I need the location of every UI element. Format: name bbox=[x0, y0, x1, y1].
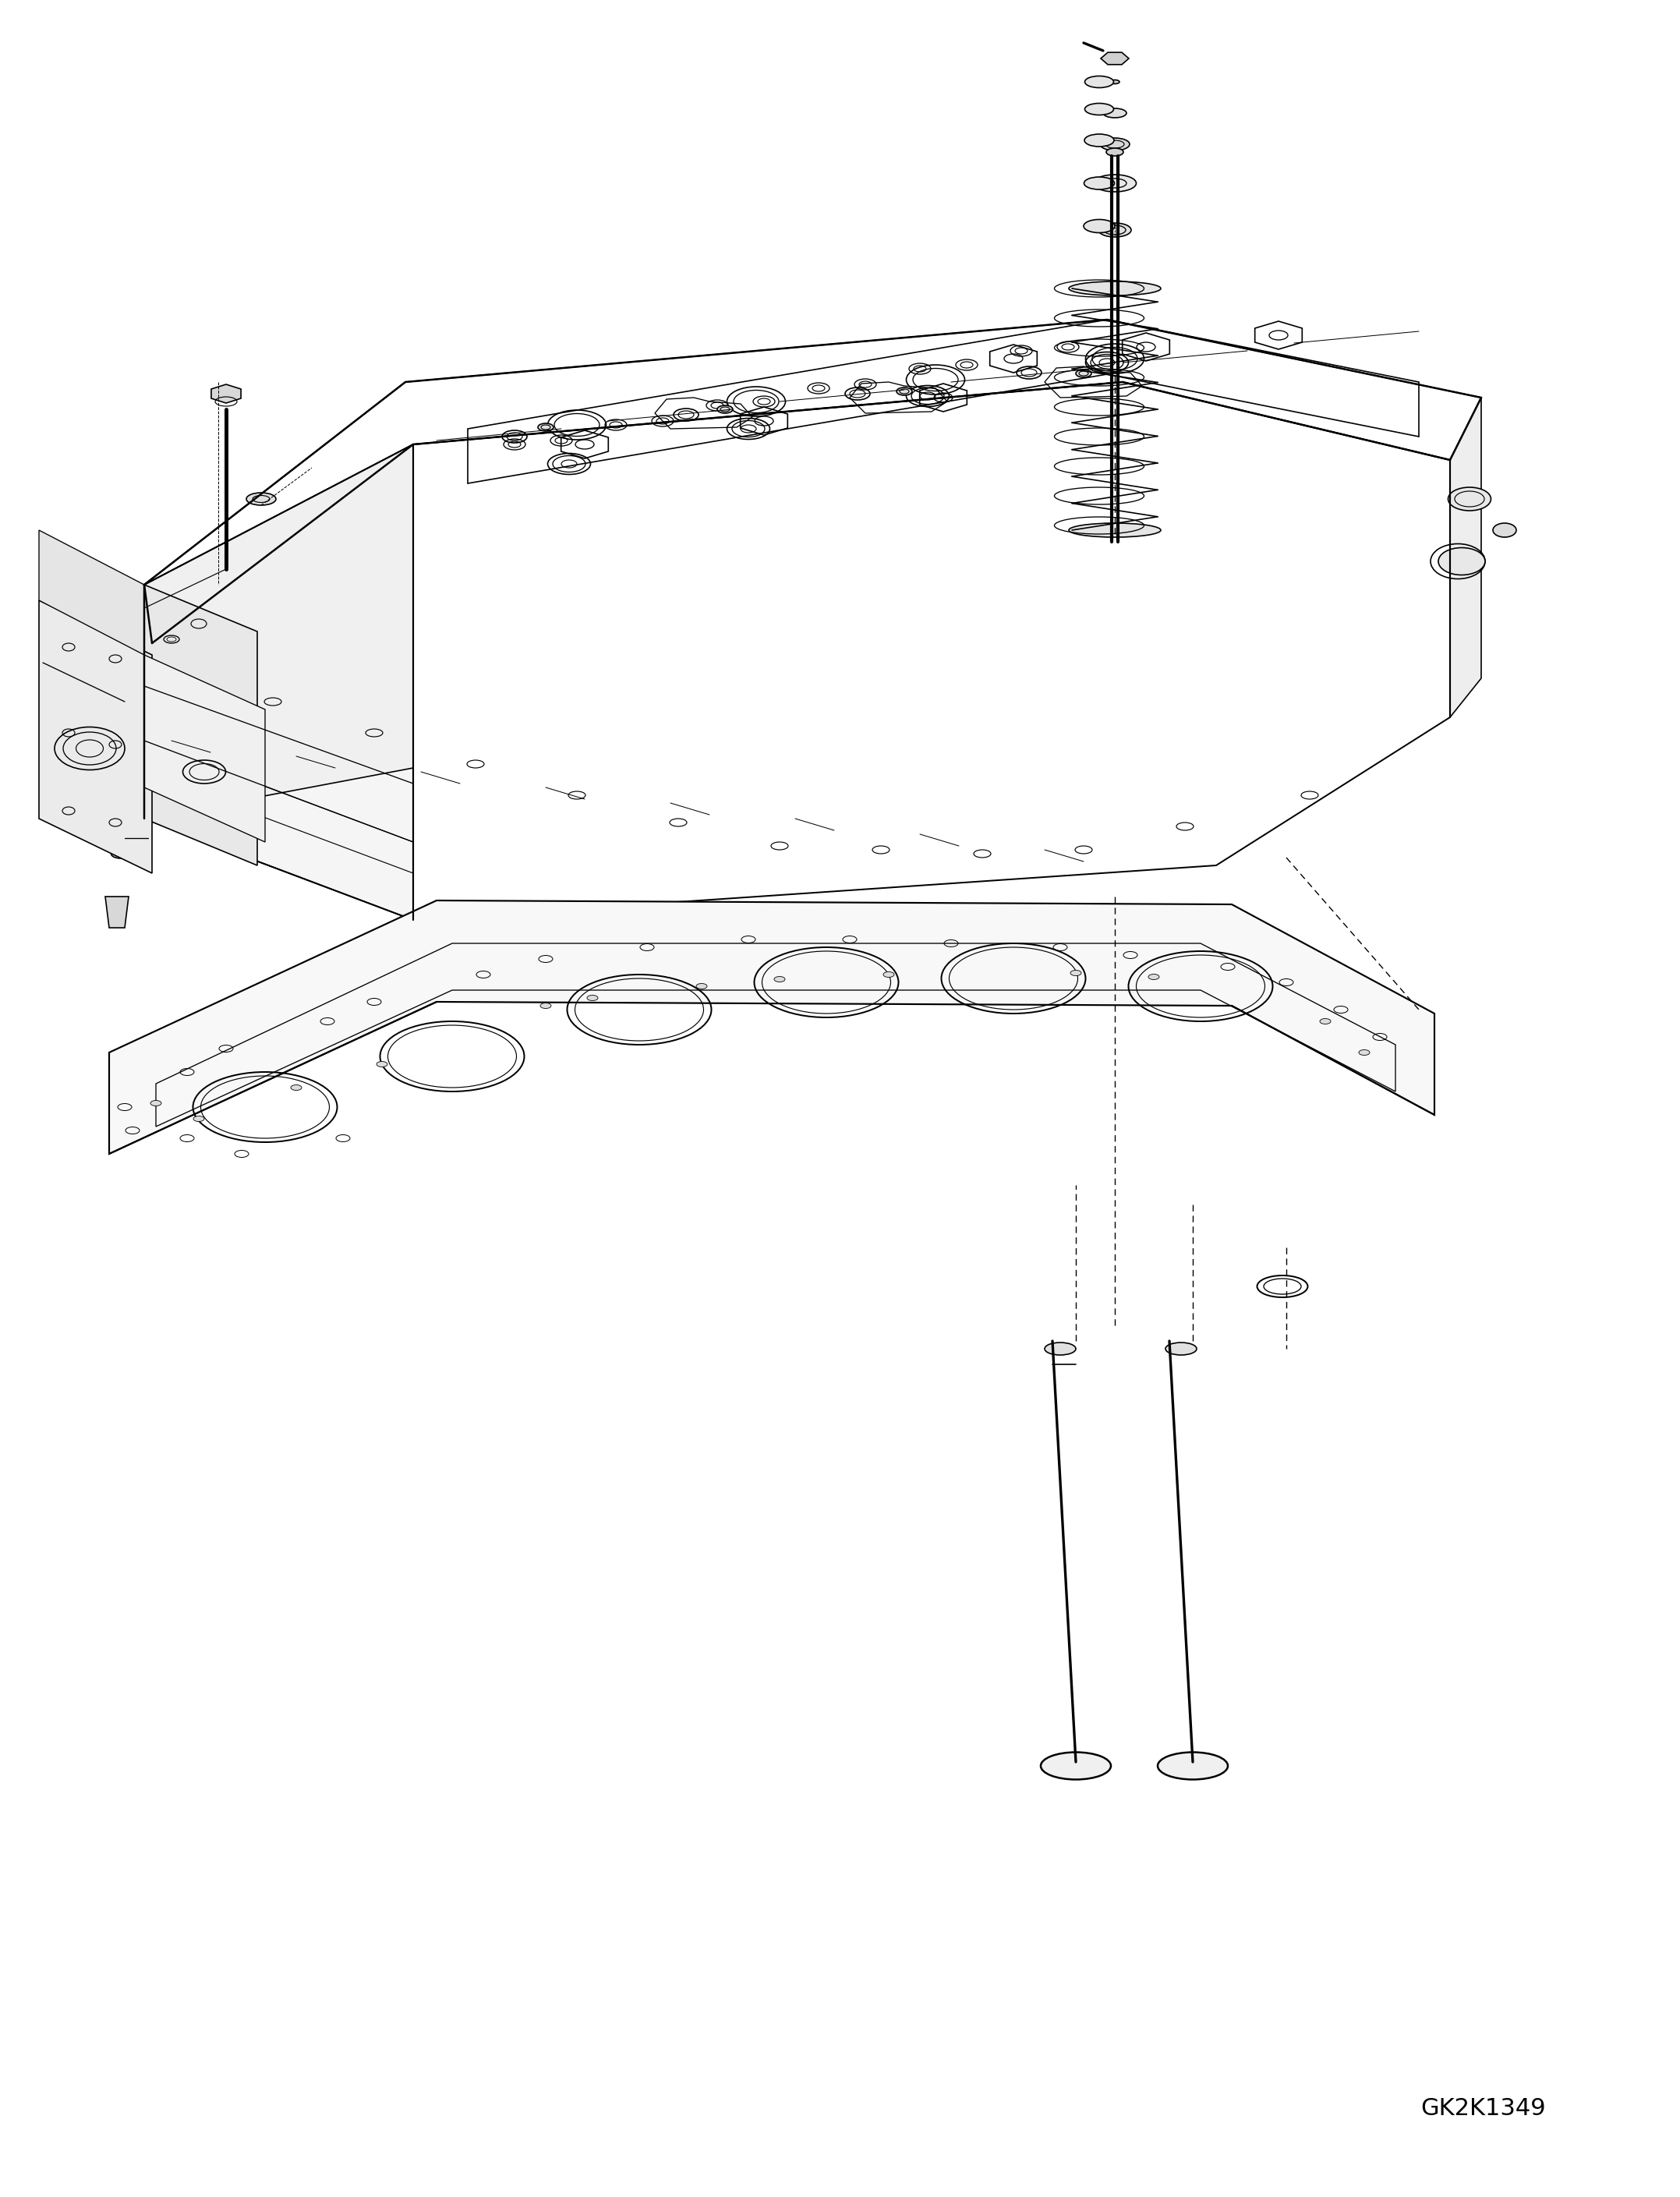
Polygon shape bbox=[1450, 398, 1482, 716]
Polygon shape bbox=[144, 584, 257, 866]
Ellipse shape bbox=[1100, 138, 1129, 149]
Ellipse shape bbox=[376, 1061, 388, 1068]
Ellipse shape bbox=[1084, 134, 1114, 147]
Ellipse shape bbox=[1068, 523, 1161, 536]
Polygon shape bbox=[39, 600, 151, 872]
Ellipse shape bbox=[1084, 178, 1114, 189]
Ellipse shape bbox=[884, 971, 894, 978]
Ellipse shape bbox=[1149, 973, 1159, 980]
Ellipse shape bbox=[1085, 77, 1114, 88]
Ellipse shape bbox=[291, 1085, 302, 1090]
Polygon shape bbox=[1100, 53, 1129, 64]
Ellipse shape bbox=[696, 984, 707, 989]
Ellipse shape bbox=[1320, 1019, 1331, 1024]
Ellipse shape bbox=[247, 492, 276, 505]
Ellipse shape bbox=[1040, 1753, 1110, 1780]
Ellipse shape bbox=[586, 995, 598, 1000]
Polygon shape bbox=[144, 655, 265, 841]
Ellipse shape bbox=[1448, 488, 1490, 510]
Ellipse shape bbox=[538, 424, 553, 431]
Ellipse shape bbox=[1105, 147, 1124, 156]
Ellipse shape bbox=[897, 387, 912, 395]
Ellipse shape bbox=[151, 1101, 161, 1105]
Ellipse shape bbox=[1099, 222, 1131, 237]
Ellipse shape bbox=[1166, 1342, 1196, 1356]
Polygon shape bbox=[109, 901, 1435, 1153]
Ellipse shape bbox=[193, 1116, 205, 1120]
Ellipse shape bbox=[1045, 1342, 1075, 1356]
Polygon shape bbox=[144, 444, 413, 819]
Ellipse shape bbox=[774, 975, 785, 982]
Ellipse shape bbox=[1158, 1753, 1228, 1780]
Polygon shape bbox=[106, 896, 129, 927]
Ellipse shape bbox=[1085, 103, 1114, 114]
Ellipse shape bbox=[1070, 971, 1082, 975]
Ellipse shape bbox=[717, 406, 732, 413]
Polygon shape bbox=[212, 384, 240, 402]
Ellipse shape bbox=[1068, 281, 1161, 294]
Polygon shape bbox=[39, 529, 144, 655]
Ellipse shape bbox=[111, 848, 131, 859]
Polygon shape bbox=[144, 444, 413, 921]
Ellipse shape bbox=[1104, 108, 1127, 119]
Ellipse shape bbox=[1075, 369, 1092, 378]
Ellipse shape bbox=[1110, 79, 1119, 83]
Text: GK2K1349: GK2K1349 bbox=[1420, 2098, 1546, 2120]
Ellipse shape bbox=[1359, 1050, 1369, 1055]
Ellipse shape bbox=[1438, 547, 1485, 576]
Ellipse shape bbox=[1494, 523, 1517, 536]
Ellipse shape bbox=[541, 1004, 551, 1008]
Ellipse shape bbox=[1084, 220, 1116, 233]
Ellipse shape bbox=[1094, 174, 1136, 191]
